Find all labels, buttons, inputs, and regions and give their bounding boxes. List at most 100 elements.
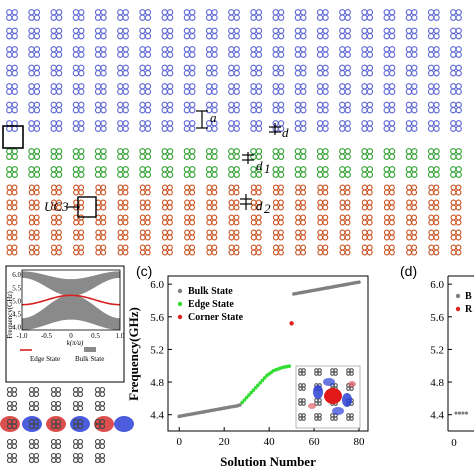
lattice-unit (94, 400, 106, 412)
panel-d-ytick-label: 4.8 (430, 377, 444, 389)
lattice-unit (294, 27, 307, 40)
lattice-unit (339, 199, 351, 211)
lattice-unit (184, 229, 196, 241)
lattice-unit (250, 229, 262, 241)
lattice-unit (205, 9, 218, 21)
lattice-unit (405, 120, 418, 132)
lattice-unit (339, 101, 351, 114)
inset-ytick: 5.0 (12, 297, 21, 305)
lattice-unit (228, 83, 240, 95)
lattice-unit (50, 64, 63, 77)
lattice-unit (317, 184, 329, 196)
inset-xtick: 0.5 (91, 332, 100, 340)
lattice-unit (450, 120, 462, 132)
lattice-unit (295, 244, 307, 256)
lattice-unit (6, 386, 18, 398)
lattice-unit (428, 184, 440, 196)
lattice-unit (72, 83, 85, 95)
lattice-unit (95, 244, 107, 256)
lattice-unit (450, 101, 462, 114)
lattice-unit (95, 229, 107, 241)
label-d1: d (256, 158, 263, 173)
data-point-edge-state (253, 385, 258, 390)
lattice-unit (228, 120, 240, 132)
data-point-bulk-state (357, 280, 361, 284)
data-point-edge-state (249, 390, 253, 395)
lattice-unit (28, 166, 41, 178)
panel-d-ytick-label: 5.6 (430, 312, 444, 324)
panel-c-xtick-label: 60 (309, 436, 321, 448)
lattice-unit (6, 438, 18, 450)
lattice-unit (250, 148, 263, 160)
lattice-unit (228, 27, 240, 40)
lattice-unit (294, 46, 307, 58)
panel-d-legend: B R (455, 291, 473, 315)
lattice-unit (183, 101, 196, 114)
lattice-unit (450, 83, 462, 95)
lattice-unit (183, 64, 196, 77)
lattice-unit (428, 244, 440, 256)
panel-c-data-points (177, 280, 361, 419)
lattice-unit (339, 214, 351, 226)
panel-d-ytick-label: 4.4 (430, 410, 444, 422)
lattice-unit (272, 214, 284, 226)
lattice-unit (383, 83, 396, 95)
lattice-unit (117, 9, 129, 21)
lattice-unit (298, 383, 306, 391)
panel-b: Frequency(GHz) 6.0 5.5 5.0 4.5 4.0 -1.0 -0.5 0… (0, 265, 134, 464)
lattice-unit (339, 9, 351, 21)
panel-d-yticks: 6.0 5.6 5.2 4.8 4.4 (430, 279, 452, 422)
lattice-unit (317, 199, 329, 211)
lattice-unit (117, 83, 129, 95)
panel-c-ytick-label: 4.4 (150, 410, 164, 422)
lattice-unit (250, 27, 263, 40)
lattice-unit (6, 229, 18, 241)
lattice-unit (361, 244, 373, 256)
lattice-unit (28, 418, 40, 430)
lattice-unit (339, 27, 351, 40)
data-point-d (461, 411, 465, 415)
lattice-unit (406, 229, 418, 241)
panel-c-ytick-label: 5.2 (150, 344, 164, 356)
lattice-unit (50, 452, 62, 464)
lattice-unit (298, 368, 306, 376)
lattice-unit (6, 400, 18, 412)
lattice-unit (294, 83, 307, 95)
lattice-unit (94, 83, 107, 95)
lattice-unit (72, 418, 84, 430)
lattice-unit (139, 214, 151, 226)
lattice-unit (339, 120, 351, 132)
lattice-unit (6, 166, 18, 178)
lattice-unit (50, 199, 62, 211)
lattice-unit (361, 166, 374, 178)
lattice-unit (206, 199, 218, 211)
lattice-unit (294, 9, 307, 21)
lattice-unit (72, 400, 84, 412)
lattice-unit (28, 452, 40, 464)
lattice-unit (72, 452, 84, 464)
lattice-unit (94, 120, 107, 132)
lattice-unit (450, 46, 462, 58)
lattice-unit (330, 413, 338, 421)
data-point-edge-state (262, 376, 267, 380)
lattice-unit (117, 64, 129, 77)
lattice-unit (50, 214, 62, 226)
lattice-unit (72, 386, 84, 398)
lattice-unit (339, 244, 351, 256)
lattice-unit (94, 418, 106, 430)
lattice-unit (316, 46, 329, 58)
lattice-unit (183, 27, 196, 40)
lattice-unit (117, 229, 129, 241)
lattice-unit (272, 166, 285, 178)
panel-d-label: (d) (400, 263, 417, 279)
lattice-unit (139, 244, 151, 256)
label-d2-sub: 2 (264, 201, 271, 216)
lattice-unit (6, 101, 18, 114)
lattice-unit (161, 120, 174, 132)
lattice-unit (406, 214, 418, 226)
lattice-unit (205, 101, 218, 114)
inset-xtick: 0 (69, 332, 73, 340)
lattice-unit (427, 148, 440, 160)
legend-bulk-state: Bulk State (188, 286, 233, 297)
lattice-unit (427, 27, 440, 40)
